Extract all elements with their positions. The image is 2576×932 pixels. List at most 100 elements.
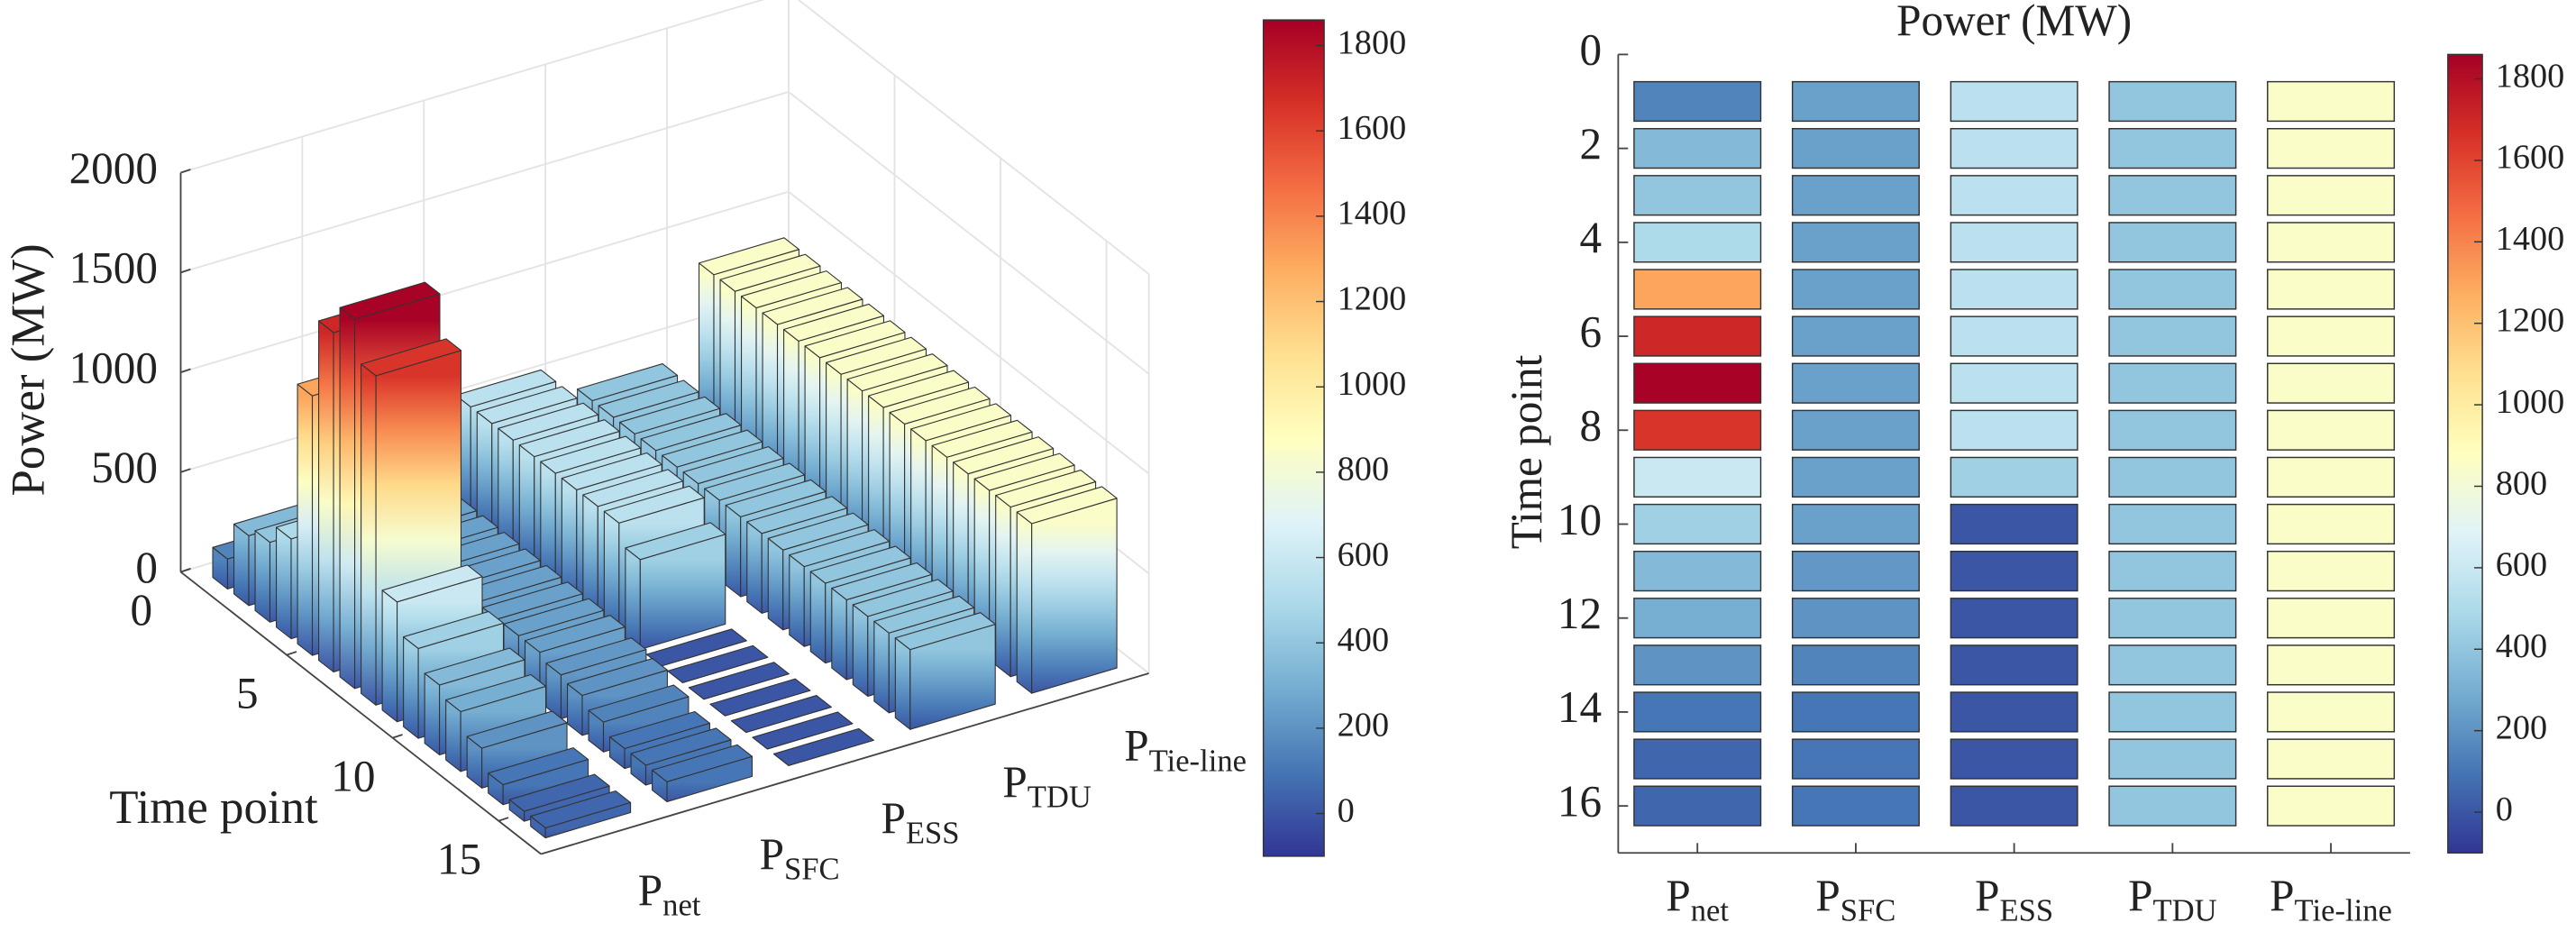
cell — [1791, 269, 1920, 310]
colorbar — [2447, 53, 2483, 854]
bar-top — [995, 469, 1097, 508]
bar-side — [424, 672, 441, 756]
bar-side — [233, 523, 250, 607]
bar — [530, 790, 632, 839]
x-tick-label: PESS — [1975, 871, 2053, 927]
z-tick — [180, 468, 191, 473]
bar-top — [508, 773, 610, 812]
y-tick-label: 0 — [1580, 25, 1603, 75]
y-tick-label: 8 — [1580, 401, 1603, 451]
bar — [752, 711, 854, 750]
bar-side — [873, 620, 890, 714]
bar-top — [588, 684, 690, 723]
cell — [1950, 409, 2078, 451]
cell — [2108, 409, 2237, 451]
label-symbol: P — [882, 793, 906, 843]
cell — [2108, 503, 2237, 545]
x-axis-label: Time point — [109, 781, 318, 834]
cell — [2267, 691, 2396, 733]
category-label: PESS — [882, 793, 960, 850]
bar-top — [725, 479, 827, 517]
label-subscript: ESS — [906, 816, 960, 850]
bar — [730, 695, 832, 734]
cell — [1791, 691, 1920, 733]
cell — [1791, 738, 1920, 780]
bar-side — [540, 461, 556, 584]
cell — [1633, 785, 1762, 827]
cell — [1950, 785, 2078, 827]
cell — [2267, 80, 2396, 123]
category-label: PSFC — [760, 829, 840, 886]
bar — [709, 678, 811, 717]
cell — [1633, 222, 1762, 263]
z-axis-label: Power (MW) — [3, 243, 55, 496]
z-tick — [180, 368, 191, 373]
grid-line — [180, 0, 1150, 275]
z-tick-label: 1000 — [69, 343, 158, 392]
category-axis — [540, 672, 1149, 855]
cell — [2108, 738, 2237, 780]
bar-top — [445, 673, 547, 713]
bar-top — [577, 363, 679, 402]
y-tick-label: 10 — [1557, 495, 1602, 544]
bar-top — [746, 496, 848, 535]
y-tick-label: 12 — [1557, 589, 1602, 638]
bar-side — [403, 635, 419, 739]
cell — [1633, 362, 1762, 404]
label-subscript: net — [662, 889, 701, 923]
category-label: PTDU — [1002, 757, 1092, 814]
bar-side — [361, 363, 377, 706]
y-tick-label: 4 — [1580, 213, 1603, 262]
cell — [1791, 175, 1920, 216]
colorbar-tick-label: 1200 — [1338, 279, 1407, 317]
cell — [1791, 598, 1920, 639]
bar-top — [873, 595, 975, 634]
label-symbol: P — [1975, 871, 1999, 920]
bar-top — [540, 435, 642, 474]
colorbar-tick-label: 200 — [1338, 707, 1389, 745]
colorbar-tick-label: 0 — [2496, 790, 2513, 828]
bar-top — [889, 386, 991, 425]
bar-top — [518, 419, 620, 458]
category-label: Pnet — [638, 865, 701, 922]
cell — [2267, 315, 2396, 357]
colorbar-tick-label: 600 — [2496, 546, 2547, 584]
bar-top — [524, 615, 626, 653]
label-subscript: ESS — [1999, 894, 2053, 928]
bar-front — [1031, 498, 1118, 694]
colorbar — [1262, 19, 1325, 857]
cell — [1633, 503, 1762, 545]
bar-side — [582, 494, 598, 617]
bar-side — [894, 637, 911, 730]
bar-top — [339, 281, 441, 320]
cell — [2267, 222, 2396, 263]
z-tick-label: 500 — [91, 443, 158, 492]
bar-top — [503, 598, 605, 636]
z-tick-label: 2000 — [69, 143, 158, 193]
cell — [1791, 128, 1920, 169]
label-symbol: P — [760, 829, 784, 879]
cell — [2267, 503, 2396, 545]
bar-top — [767, 512, 869, 551]
x-tick-label: PTDU — [2128, 871, 2217, 927]
bar-side — [767, 537, 784, 631]
x-tick-label: 15 — [437, 834, 481, 883]
cell — [1791, 409, 1920, 451]
colorbar-tick-label: 1000 — [1338, 365, 1407, 403]
bar-side — [789, 554, 805, 647]
cell — [2267, 644, 2396, 686]
z-tick-label: 1500 — [69, 243, 158, 293]
cell — [1633, 128, 1762, 169]
label-symbol: P — [638, 865, 662, 915]
cell — [1791, 785, 1920, 827]
bar-top — [603, 485, 705, 524]
y-axis-label: Time point — [1502, 354, 1551, 549]
colorbar-tick-label: 0 — [1338, 791, 1355, 829]
bar-top — [582, 469, 684, 507]
bar-top — [640, 413, 742, 452]
y-tick-label: 14 — [1557, 682, 1602, 732]
bar-side — [809, 571, 827, 664]
bar-top — [688, 662, 790, 700]
